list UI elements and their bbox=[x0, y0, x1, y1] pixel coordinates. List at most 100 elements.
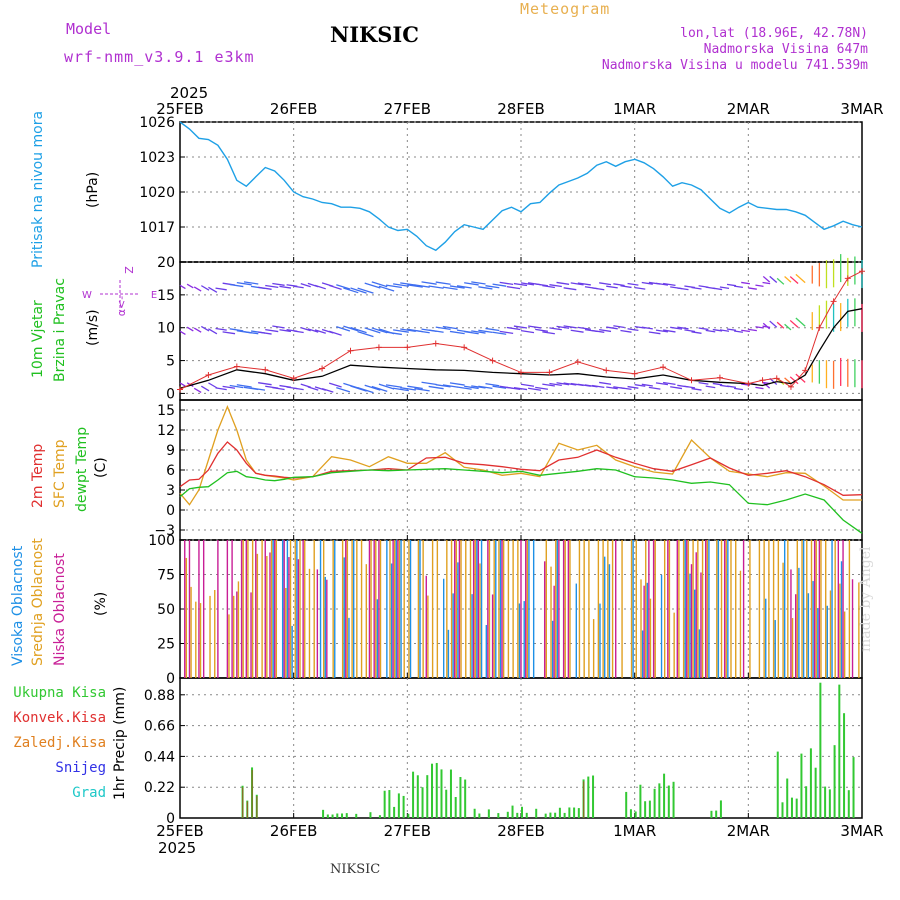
wind-barb bbox=[712, 382, 723, 386]
temp2m-line bbox=[179, 441, 863, 496]
precip-total-bar bbox=[388, 790, 391, 818]
wind-ytick-label: 20 bbox=[157, 255, 175, 271]
wind-barb bbox=[186, 283, 194, 289]
wind-barb bbox=[300, 326, 311, 332]
cloud-unit: (%) bbox=[93, 592, 109, 616]
wind-barb bbox=[407, 284, 423, 288]
precip-total-bar bbox=[473, 808, 476, 818]
sfc-temp-line bbox=[179, 404, 862, 506]
bottom-year-label: 2025 bbox=[158, 839, 196, 857]
wind-barb bbox=[393, 329, 409, 333]
pressure-ytick-label: 1020 bbox=[139, 185, 175, 201]
wind-barb bbox=[662, 282, 676, 287]
wind-barb bbox=[549, 284, 562, 288]
precip-total-bar bbox=[521, 806, 523, 818]
wind-barb bbox=[471, 385, 486, 389]
precip-conv-bar bbox=[246, 801, 249, 818]
wind-barb bbox=[719, 329, 730, 332]
precip-total-bar bbox=[781, 802, 784, 818]
wind-barb bbox=[350, 287, 367, 294]
wind-gust-marker bbox=[716, 374, 723, 381]
wind-gust-marker bbox=[859, 268, 865, 275]
wind-barb bbox=[471, 330, 486, 334]
precip-total-bar bbox=[558, 807, 561, 818]
wind-barb bbox=[705, 329, 716, 333]
wind-barb bbox=[734, 330, 744, 333]
clouds-ytick-label: 75 bbox=[157, 568, 175, 584]
precip-conv-bar bbox=[242, 787, 244, 818]
wind-barb bbox=[726, 385, 737, 389]
wind-barb bbox=[393, 283, 409, 287]
temperature-ytick-label: 6 bbox=[166, 463, 175, 479]
wind-barb bbox=[563, 287, 577, 291]
wind-barb bbox=[193, 286, 202, 292]
wind-barb bbox=[350, 385, 367, 392]
precip-total-bar bbox=[511, 805, 514, 818]
wind-ytick-label: 15 bbox=[157, 288, 175, 304]
wind-barb bbox=[655, 282, 669, 286]
wind-barb bbox=[442, 325, 458, 330]
wind-barb bbox=[570, 282, 584, 286]
precip-total-bar bbox=[421, 787, 424, 818]
wind-barb bbox=[193, 327, 202, 333]
wind-gust-marker bbox=[290, 375, 297, 382]
model-altitude-label: Nadmorska Visina u modelu 741.539m bbox=[601, 58, 868, 73]
wind-barb bbox=[535, 328, 549, 332]
wind-gust-marker bbox=[205, 372, 212, 379]
wind-barb bbox=[741, 329, 750, 333]
wind-barb bbox=[634, 384, 646, 387]
compass-west: W bbox=[82, 290, 92, 301]
pressure-ytick-label: 1026 bbox=[139, 115, 175, 131]
wind-barb bbox=[442, 286, 458, 291]
precip-total-bar bbox=[847, 790, 850, 818]
dewpoint-line bbox=[179, 468, 863, 534]
wind-gust-marker bbox=[489, 357, 496, 364]
wind-barb bbox=[719, 286, 730, 290]
wind-barb bbox=[648, 386, 661, 390]
dew-ylabel: dewpt Temp bbox=[74, 427, 90, 512]
wind-ytick-label: 5 bbox=[166, 354, 175, 370]
wind-barb bbox=[734, 285, 744, 289]
wind-barb bbox=[698, 327, 709, 331]
precip-total-bar bbox=[625, 791, 628, 818]
wind-barb bbox=[265, 328, 279, 333]
wind-barb bbox=[186, 326, 194, 332]
precip-total-bar bbox=[355, 813, 358, 818]
wind-barb bbox=[400, 387, 416, 391]
watermark: made by Angel bbox=[858, 546, 874, 653]
wind-barb bbox=[570, 329, 584, 333]
precip-total-bar bbox=[587, 776, 590, 818]
wind-barb bbox=[421, 281, 437, 285]
precip-legend-4: Grad bbox=[72, 785, 106, 801]
wind-barb bbox=[179, 330, 186, 335]
wind-gust-marker bbox=[759, 377, 766, 384]
wind-barb bbox=[229, 328, 244, 332]
precip-total-bar bbox=[648, 800, 651, 818]
precip-total-bar bbox=[852, 757, 855, 818]
wind-barb bbox=[755, 386, 764, 390]
precip-legend-3: Snijeg bbox=[55, 760, 106, 776]
wind-barb bbox=[414, 284, 430, 288]
clouds-ytick-label: 0 bbox=[166, 671, 175, 687]
wind-barb bbox=[243, 281, 259, 285]
wind-barb bbox=[385, 331, 402, 336]
precip-total-bar bbox=[838, 684, 841, 818]
wind-barb bbox=[449, 285, 465, 289]
wind-barb bbox=[321, 388, 334, 393]
wind-barb bbox=[215, 287, 227, 291]
wind-barb bbox=[670, 326, 683, 330]
precip-total-bar bbox=[644, 801, 647, 818]
precip-ytick-label: 0 bbox=[166, 811, 175, 827]
wind-barb bbox=[343, 325, 359, 332]
temperature-ytick-label: 12 bbox=[157, 423, 175, 439]
wind-barb bbox=[208, 286, 218, 293]
wind-barb bbox=[542, 284, 555, 289]
wind-barb bbox=[662, 329, 676, 333]
precip-total-bar bbox=[634, 811, 637, 818]
wind-barb bbox=[606, 326, 618, 330]
precip-total-bar bbox=[795, 798, 798, 818]
precip-total-bar bbox=[322, 809, 325, 818]
wind-barb bbox=[293, 387, 304, 391]
wind-barb bbox=[655, 382, 669, 386]
wind-barb bbox=[393, 387, 409, 392]
